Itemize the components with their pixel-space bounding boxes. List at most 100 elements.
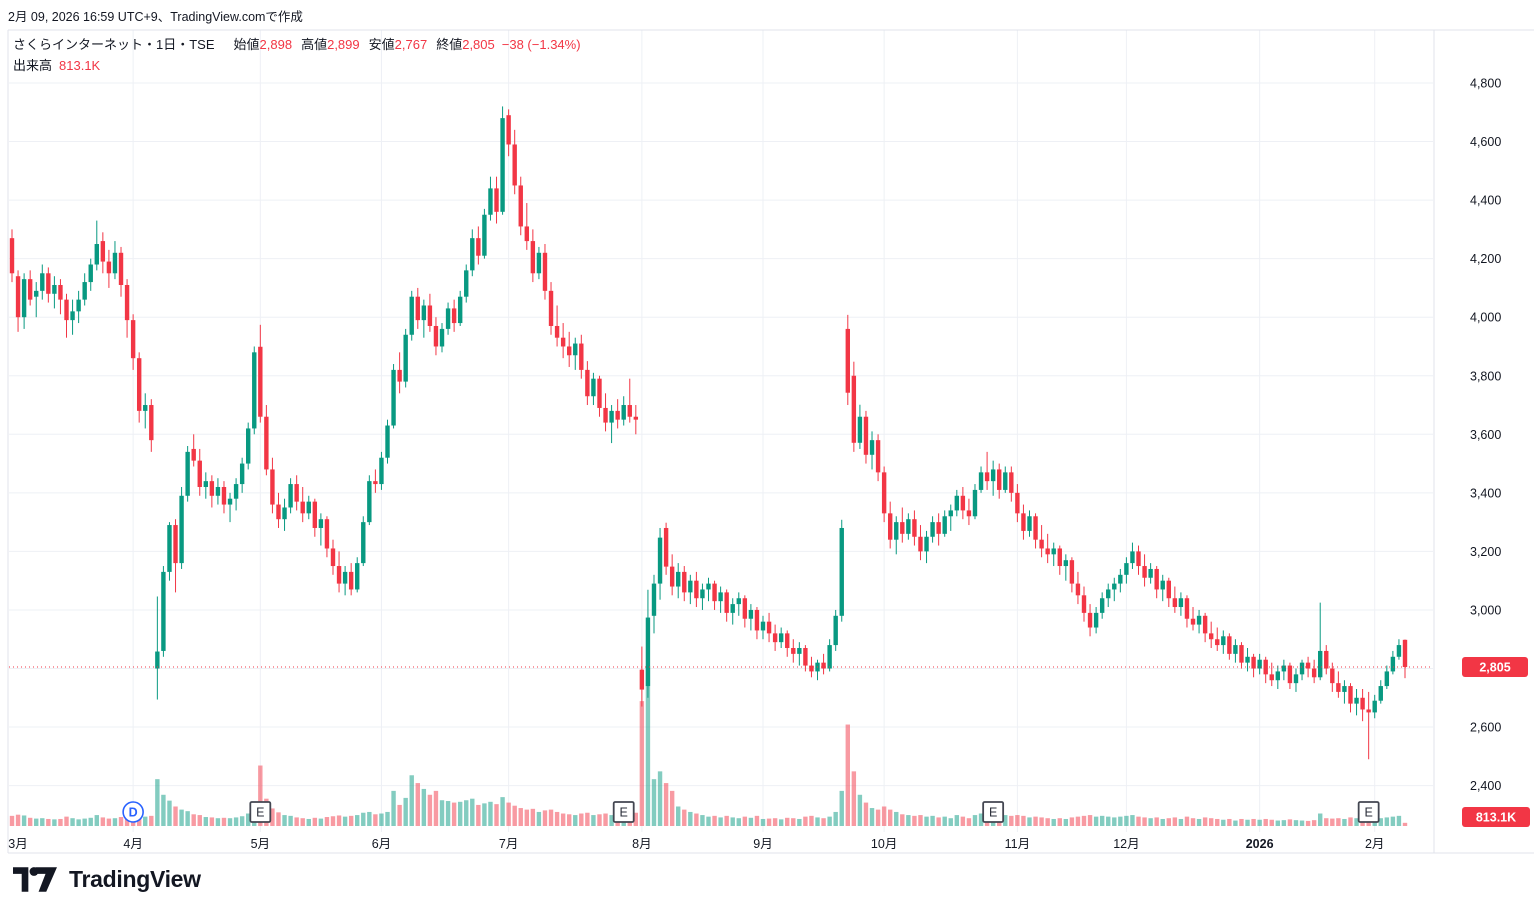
volume-bar (246, 813, 251, 826)
volume-bar (276, 812, 281, 826)
candle-body (1396, 645, 1402, 657)
candle-body (40, 273, 45, 291)
candle-body (1051, 548, 1056, 555)
candle-body (1009, 472, 1014, 493)
candle-body (64, 299, 69, 321)
volume-bar (470, 798, 475, 826)
candle-body (676, 571, 681, 587)
candle-body (639, 669, 645, 690)
candle-body (409, 296, 414, 335)
volume-bar (1384, 817, 1390, 826)
volume-bar (906, 815, 911, 826)
candle-body (857, 416, 863, 443)
x-axis-label: 2月 (1365, 837, 1384, 851)
volume-bar (1354, 818, 1359, 826)
candle-body (669, 566, 675, 587)
volume-bar (143, 816, 148, 826)
candle-body (579, 343, 584, 370)
volume-bar (785, 817, 790, 826)
earnings-marker-glyph: E (989, 806, 997, 820)
price-axis-label: 4,200 (1470, 252, 1501, 266)
candle-body (288, 484, 293, 508)
candle-body (978, 472, 984, 490)
candle-body (34, 290, 39, 297)
candle-body (70, 311, 75, 321)
volume-bar (439, 800, 445, 826)
candle-body (9, 238, 15, 274)
candle-body (324, 519, 330, 549)
volume-bar (1130, 815, 1135, 826)
earnings-marker[interactable] (1357, 801, 1380, 823)
candle-body (161, 571, 166, 651)
candle-body (1033, 516, 1038, 540)
candle-body (76, 299, 81, 312)
candle-body (1021, 513, 1026, 531)
volume-bar (930, 815, 935, 826)
volume-bar (355, 815, 360, 826)
candle-body (845, 328, 850, 393)
volume-bar (663, 783, 669, 826)
candle-body (1342, 686, 1347, 692)
candle-body (966, 510, 972, 517)
volume-bar (88, 817, 93, 826)
volume-bar (851, 771, 857, 826)
volume-bar (64, 816, 69, 826)
x-axis-label: 6月 (372, 837, 391, 851)
candle-body (185, 451, 190, 496)
dividend-marker[interactable] (122, 801, 144, 823)
volume-bar (221, 817, 227, 826)
earnings-marker[interactable] (612, 801, 635, 823)
candle-body (760, 621, 766, 631)
volume-bar (730, 817, 735, 826)
earnings-marker[interactable] (982, 801, 1005, 823)
tradingview-logo-icon[interactable] (13, 866, 58, 893)
candle-body (318, 519, 324, 528)
candle-body (1257, 659, 1262, 669)
candle-body (136, 358, 142, 411)
volume-bar (1099, 815, 1105, 826)
volume-bar (778, 819, 784, 826)
volume-bar (215, 818, 221, 826)
candle-body (464, 270, 469, 297)
candle-body (391, 369, 396, 426)
candle-body (609, 410, 614, 423)
candle-body (439, 328, 445, 347)
volume-bar (379, 813, 384, 826)
symbol-title: さくらインターネット・1日・TSE (13, 37, 215, 52)
volume-bar (191, 814, 196, 826)
candle-body (306, 501, 311, 514)
candle-body (1269, 674, 1274, 681)
open-label: 始値 (233, 37, 260, 52)
candle-body (1184, 598, 1190, 619)
candle-body (1112, 583, 1117, 590)
x-axis-label: 8月 (632, 837, 651, 851)
low-label: 安値 (368, 37, 395, 52)
volume-bar (1009, 815, 1014, 826)
volume-bar (554, 811, 560, 826)
volume-bar (330, 816, 336, 826)
volume-bar (1003, 815, 1008, 826)
candle-body (27, 279, 33, 300)
volume-bar (736, 818, 741, 826)
time-axis[interactable] (8, 832, 1434, 853)
candle-body (282, 507, 287, 520)
candle-body (548, 290, 554, 326)
candle-body (506, 115, 511, 145)
volume-bar (367, 811, 372, 826)
price-axis[interactable] (1434, 30, 1534, 832)
candle-body (421, 305, 427, 321)
tradingview-wordmark[interactable]: TradingView (69, 866, 201, 892)
candle-body (736, 598, 741, 605)
candle-body (694, 580, 699, 599)
volume-bar (506, 802, 511, 826)
x-axis-label: 2026 (1246, 837, 1274, 851)
volume-bar (70, 818, 75, 826)
earnings-marker[interactable] (249, 801, 272, 823)
candle-body (433, 325, 439, 347)
candle-body (821, 662, 826, 669)
candle-body (924, 536, 929, 552)
volume-bar (1281, 820, 1287, 826)
candle-body (657, 537, 663, 584)
candle-body (591, 378, 596, 397)
chart-canvas[interactable]: DEEEE2,4002,6002,8003,0003,2003,4003,600… (0, 0, 1534, 855)
